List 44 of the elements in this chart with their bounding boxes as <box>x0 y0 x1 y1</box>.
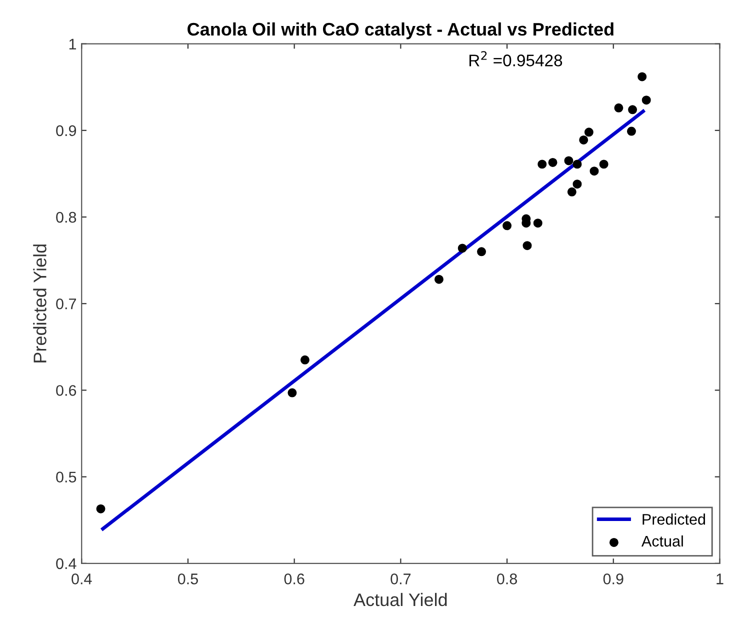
x-tick-label: 1 <box>716 574 724 584</box>
chart-title: Canola Oil with CaO catalyst - Actual vs Predicted <box>188 22 614 40</box>
point <box>300 355 310 364</box>
point <box>626 126 636 136</box>
point <box>288 388 297 398</box>
point <box>638 72 647 82</box>
point <box>579 135 588 144</box>
x-tick-label: 0.4 <box>72 574 92 584</box>
x-tick-label: 0.6 <box>284 574 304 584</box>
y-tick-label: 0.4 <box>56 558 76 570</box>
point <box>614 103 624 112</box>
point <box>477 247 486 256</box>
x-tick-label: 0.5 <box>178 574 198 584</box>
point <box>458 244 467 253</box>
point <box>548 158 558 167</box>
x-tick-label: 0.7 <box>390 574 411 584</box>
point <box>96 504 106 514</box>
y-tick-label: 0.6 <box>56 385 76 396</box>
y-tick-label: 0.5 <box>56 472 76 482</box>
point <box>599 160 608 169</box>
y-axis-title: Predicted Yield <box>33 244 46 362</box>
y-tick-label: 0.8 <box>56 212 76 223</box>
point <box>502 221 512 230</box>
annotation: R$^{2}$ =0.95428 <box>469 51 562 66</box>
x-tick-label: 0.9 <box>603 574 624 584</box>
point <box>628 105 638 114</box>
point <box>590 166 599 176</box>
point <box>572 160 582 169</box>
legend-label: Predicted <box>642 514 706 525</box>
y-tick-label: 0.9 <box>56 125 76 136</box>
point <box>538 160 547 169</box>
point <box>642 96 651 105</box>
point <box>572 180 582 189</box>
point <box>522 241 532 250</box>
legend-label: Actual <box>641 535 683 547</box>
y-tick-label: 1 <box>69 38 76 50</box>
x-axis-title: Actual Yield <box>354 592 447 606</box>
point <box>564 156 574 166</box>
point <box>434 274 444 284</box>
x-tick-label: 0.8 <box>497 574 517 584</box>
point <box>567 187 576 196</box>
point <box>584 128 594 137</box>
point <box>533 218 542 228</box>
y-tick-label: 0.7 <box>56 298 76 310</box>
